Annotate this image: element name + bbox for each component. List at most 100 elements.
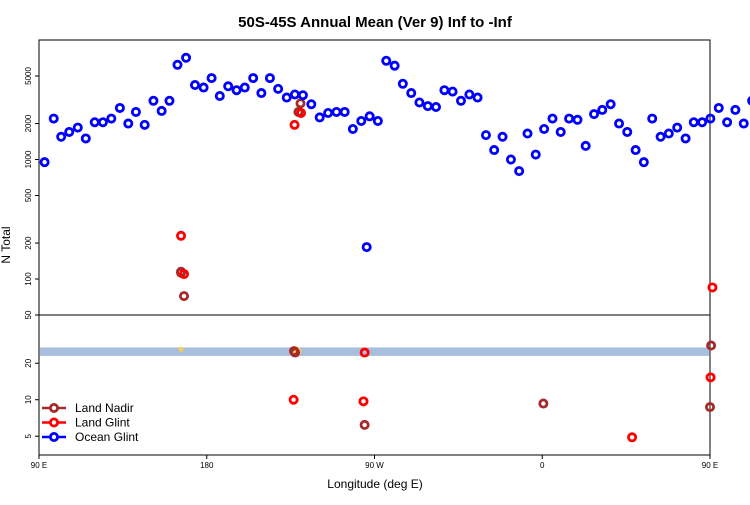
ocean-glint-point [289, 89, 300, 100]
ocean-glint-point [497, 131, 508, 142]
ocean-glint-point [190, 80, 201, 91]
land-glint-point [358, 396, 369, 407]
data-points [39, 52, 750, 443]
ocean-glint-point [422, 101, 433, 112]
ocean-glint-point [356, 116, 367, 127]
land-nadir-point [359, 419, 370, 430]
ocean-glint-point [264, 73, 275, 84]
legend-label-ocean-glint: Ocean Glint [75, 430, 139, 444]
land-glint-point [627, 432, 638, 443]
ocean-glint-point [331, 106, 342, 117]
ocean-glint-point [297, 90, 308, 101]
ocean-glint-point [655, 131, 666, 142]
upper-panel-frame [38, 39, 711, 316]
ocean-glint-point [381, 55, 392, 66]
land-nadir-point [538, 398, 549, 409]
ocean-glint-point [97, 117, 108, 128]
x-axis: 90 E 180 90 W 0 90 E [31, 455, 718, 470]
legend-marker-ocean-glint [49, 431, 60, 442]
ocean-glint-point [389, 60, 400, 71]
ocean-glint-point [547, 113, 558, 124]
ocean-glint-point [688, 117, 699, 128]
ocean-glint-point [555, 126, 566, 137]
land-nadir-point [295, 98, 306, 109]
ocean-glint-point [589, 109, 600, 120]
ocean-glint-point [439, 85, 450, 96]
ocean-glint-point [605, 99, 616, 110]
ocean-glint-point [622, 126, 633, 137]
ocean-glint-point [464, 89, 475, 100]
ocean-glint-point [156, 105, 167, 116]
ocean-glint-point [323, 108, 334, 119]
x-axis-label: Longitude (deg E) [327, 477, 422, 491]
ocean-glint-point [256, 88, 267, 99]
upper-y-tick-label: 2000 [24, 114, 33, 132]
ocean-glint-point [455, 95, 466, 106]
ocean-glint-point [273, 83, 284, 94]
ocean-glint-point [480, 130, 491, 141]
y-axis: 100 200 500 1000 2000 5000 5 10 20 50 [24, 67, 39, 438]
ocean-glint-point [539, 124, 550, 135]
ocean-glint-point [248, 73, 259, 84]
land-glint-point [705, 372, 716, 383]
lower-y-tick-label: 50 [24, 310, 33, 319]
lower-y-tick-label: 5 [24, 433, 33, 438]
ocean-glint-point [48, 113, 59, 124]
ocean-glint-point [722, 117, 733, 128]
chart-title: 50S-45S Annual Mean (Ver 9) Inf to -Inf [238, 14, 513, 31]
upper-y-tick-label: 200 [24, 236, 33, 250]
ocean-glint-point [72, 122, 83, 133]
ocean-glint-point [198, 82, 209, 93]
land-glint-point [296, 108, 307, 119]
ocean-glint-point [431, 102, 442, 113]
ocean-glint-point [130, 106, 141, 117]
x-tick-label: 180 [200, 461, 214, 470]
ocean-glint-point [697, 117, 708, 128]
legend-marker-land-nadir [49, 402, 60, 413]
ocean-glint-point [139, 119, 150, 130]
ocean-glint-point [738, 118, 749, 129]
ocean-glint-point [364, 111, 375, 122]
ocean-glint-point [614, 118, 625, 129]
land-glint-point [288, 394, 299, 405]
ocean-glint-point [472, 92, 483, 103]
ocean-glint-point [214, 90, 225, 101]
ocean-glint-point [713, 102, 724, 113]
ocean-glint-point [505, 154, 516, 165]
land-nadir-point [290, 347, 301, 358]
ocean-glint-point [580, 140, 591, 151]
ocean-glint-point [514, 166, 525, 177]
upper-y-tick-label: 500 [24, 188, 33, 202]
upper-y-tick-label: 100 [24, 272, 33, 286]
ocean-glint-point [372, 116, 383, 127]
lower-y-tick-label: 20 [24, 358, 33, 367]
land-glint-point [359, 347, 370, 358]
ocean-glint-point [181, 52, 192, 63]
ocean-glint-point [347, 124, 358, 135]
ocean-glint-point [89, 117, 100, 128]
land-glint-point [707, 282, 718, 293]
x-tick-label: 90 W [365, 461, 384, 470]
ocean-glint-point [630, 145, 641, 156]
x-tick-label: 90 E [702, 461, 718, 470]
highlight-marker [178, 346, 184, 352]
ocean-glint-point [747, 96, 750, 106]
ocean-glint-point [64, 126, 75, 137]
land-glint-point [179, 269, 190, 280]
ocean-glint-point [148, 95, 159, 106]
ocean-glint-point [397, 78, 408, 89]
x-tick-label: 0 [540, 461, 545, 470]
ocean-glint-point [447, 86, 458, 97]
land-glint-point [176, 230, 187, 241]
ocean-glint-point [406, 88, 417, 99]
ocean-glint-point [306, 99, 317, 110]
ocean-glint-point [680, 133, 691, 144]
ocean-glint-point [281, 92, 292, 103]
ocean-glint-point [663, 128, 674, 139]
upper-y-tick-label: 5000 [24, 67, 33, 85]
ocean-glint-point [123, 118, 134, 129]
lower-y-tick-label: 10 [24, 395, 33, 404]
ocean-glint-point [638, 157, 649, 168]
